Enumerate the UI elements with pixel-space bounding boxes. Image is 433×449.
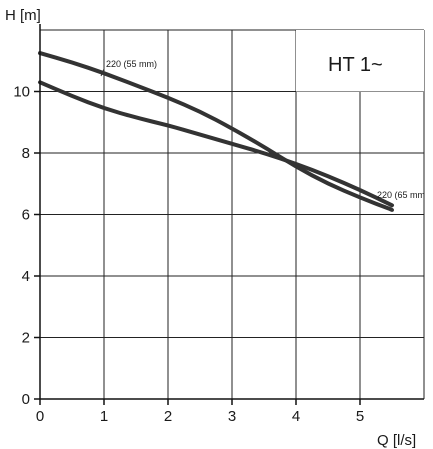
x-tick-label: 4 [292,408,300,425]
x-tick-label: 0 [36,408,44,425]
y-tick-label: 6 [22,207,30,224]
grid-layer [40,29,425,399]
x-tick-label: 3 [228,408,236,425]
y-axis-label: H [m] [5,7,41,24]
y-tick-label: 0 [22,391,30,408]
x-axis-label: Q [l/s] [377,432,416,449]
series-label-55mm: 220 (55 mm) [106,59,157,69]
y-tick-label: 2 [22,330,30,347]
series-layer [38,51,394,212]
x-tick-label: 1 [100,408,108,425]
series-label-65mm: 220 (65 mm [377,190,425,200]
y-tick-label: 10 [13,84,30,101]
series-line-1 [38,80,394,208]
tick-layer: 0 1 2 3 4 5 0 2 4 6 8 10 [13,84,364,426]
y-tick-label: 8 [22,145,30,162]
chart-badge: HT 1~ [328,54,383,76]
series-label-leader-0 [100,68,105,77]
y-tick-label: 4 [22,268,30,285]
badge-box [296,30,424,92]
x-tick-label: 5 [356,408,364,425]
x-tick-label: 2 [164,408,172,425]
series-line-0 [38,51,394,212]
